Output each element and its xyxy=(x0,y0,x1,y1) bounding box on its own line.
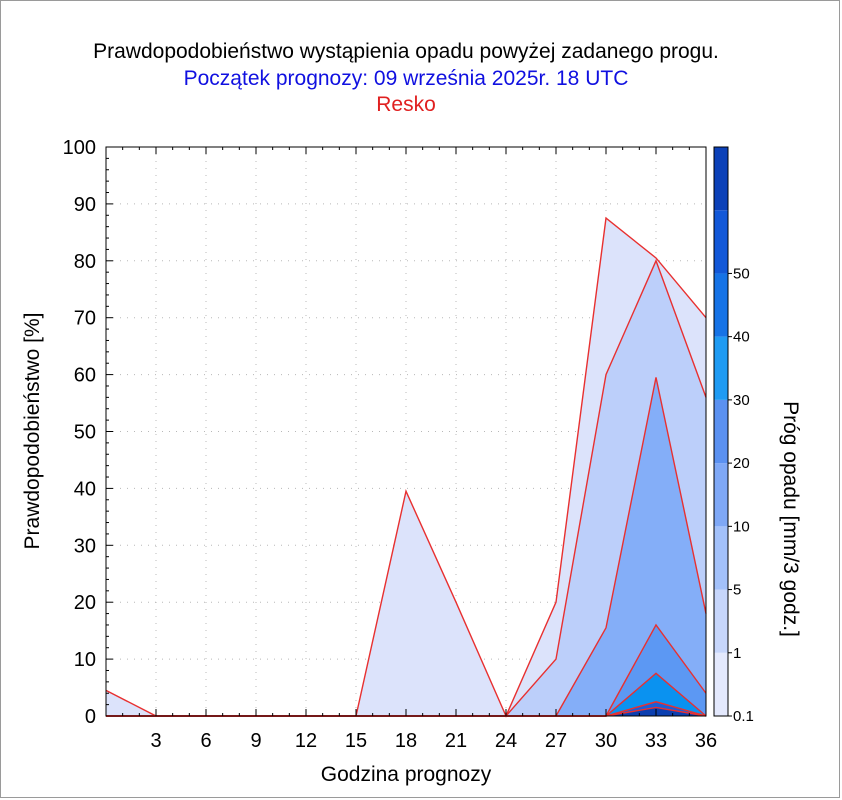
y-tick-label: 20 xyxy=(74,592,96,614)
y-axis: 0 10 20 30 40 50 60 70 80 90 100 xyxy=(63,137,113,728)
x-tick-label: 27 xyxy=(545,730,567,752)
x-tick-label: 33 xyxy=(645,730,667,752)
colorbar-tick-label: 50 xyxy=(733,265,750,282)
x-tick-label: 9 xyxy=(250,730,261,752)
x-tick-label: 18 xyxy=(395,730,417,752)
y-tick-label: 50 xyxy=(74,422,96,444)
x-tick-label: 36 xyxy=(695,730,717,752)
colorbar-title: Próg opadu [mm/3 godz.] xyxy=(779,401,802,637)
y-tick-label: 60 xyxy=(74,365,96,387)
x-tick-label: 3 xyxy=(150,730,161,752)
y-tick-label: 80 xyxy=(74,251,96,273)
colorbar-tick-label: 30 xyxy=(733,392,750,409)
colorbar-segment xyxy=(714,273,728,337)
y-tick-label: 100 xyxy=(63,137,96,159)
y-tick-label: 90 xyxy=(74,194,96,216)
colorbar-segment xyxy=(714,147,728,211)
colorbar-segment xyxy=(714,589,728,653)
colorbar-tick-label: 20 xyxy=(733,455,750,472)
x-tick-label: 30 xyxy=(595,730,617,752)
y-axis-title: Prawdopodobieństwo [%] xyxy=(21,313,44,550)
colorbar-segment xyxy=(714,526,728,590)
colorbar-tick-label: 5 xyxy=(733,582,741,599)
y-tick-label: 40 xyxy=(74,478,96,500)
area-threshold-40 xyxy=(106,707,706,716)
x-tick-label: 15 xyxy=(345,730,367,752)
x-tick-label: 12 xyxy=(295,730,317,752)
y-tick-label: 10 xyxy=(74,649,96,671)
colorbar-segment xyxy=(714,336,728,400)
y-tick-label: 70 xyxy=(74,308,96,330)
forecast-start-subtitle: Początek prognozy: 09 września 2025r. 18… xyxy=(183,67,629,90)
x-axis: 3 6 9 12 15 18 21 24 27 30 33 36 xyxy=(105,147,717,752)
colorbar-tick-label: 1 xyxy=(733,645,741,662)
colorbar-tick-label: 0.1 xyxy=(733,708,754,725)
y-tick-label: 30 xyxy=(74,535,96,557)
x-tick-label: 24 xyxy=(495,730,517,752)
station-name: Resko xyxy=(376,93,436,116)
colorbar-tick-label: 10 xyxy=(733,518,750,535)
threshold-colorbar: 0.1 1 5 10 20 30 40 50 xyxy=(713,146,754,725)
x-tick-label: 21 xyxy=(445,730,467,752)
y-tick-label: 0 xyxy=(85,706,96,728)
colorbar-tick-label: 40 xyxy=(733,329,750,346)
colorbar-segment xyxy=(714,652,728,716)
colorbar-border xyxy=(713,146,729,717)
x-tick-label: 6 xyxy=(200,730,211,752)
probability-areas xyxy=(105,216,707,718)
colorbar-segment xyxy=(714,210,728,274)
chart-title: Prawdopodobieństwo wystąpienia opadu pow… xyxy=(93,40,719,63)
colorbar-segment xyxy=(714,399,728,464)
x-axis-title: Godzina prognozy xyxy=(321,763,492,786)
colorbar-segment xyxy=(714,463,728,527)
